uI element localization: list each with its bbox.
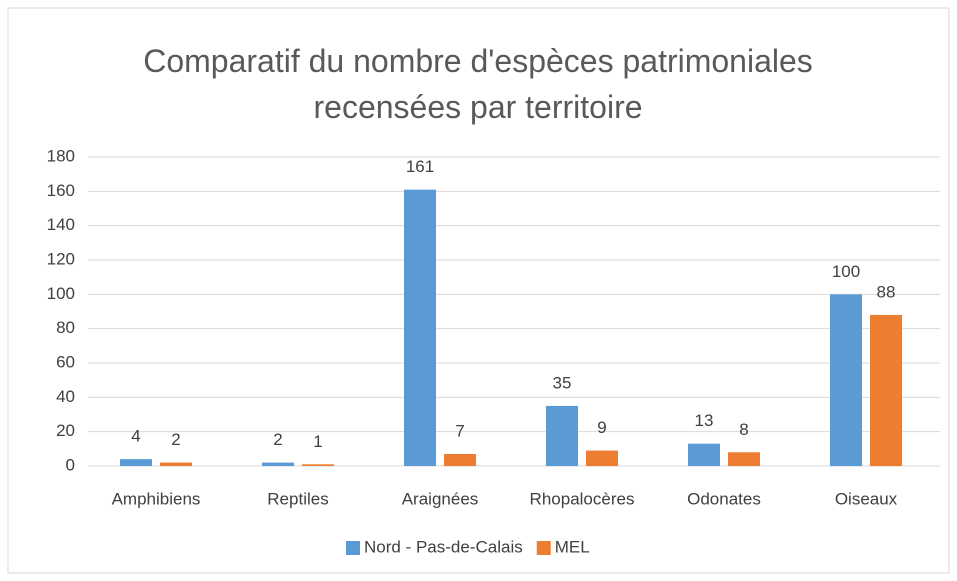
x-tick-label: Rhopalocères: [530, 489, 635, 508]
y-tick-label: 20: [56, 421, 75, 440]
x-tick-label: Oiseaux: [835, 489, 898, 508]
y-tick-label: 140: [47, 215, 75, 234]
bar: [160, 462, 192, 466]
legend-swatch: [536, 541, 551, 555]
bar: [688, 443, 720, 466]
chart-title: Comparatif du nombre d'espèces patrimoni…: [143, 43, 813, 125]
y-tick-label: 40: [56, 387, 75, 406]
chart-border: [7, 7, 950, 574]
bar: [444, 453, 476, 466]
data-label: 4: [131, 427, 140, 446]
data-label: 8: [739, 420, 748, 439]
x-tick-label: Amphibiens: [112, 489, 201, 508]
data-label: 2: [171, 430, 180, 449]
y-tick-label: 180: [47, 146, 75, 165]
legend-label: Nord - Pas-de-Calais: [364, 537, 523, 556]
bar: [586, 450, 618, 466]
data-label: 2: [273, 430, 282, 449]
bar: [302, 464, 334, 466]
data-label: 1: [313, 432, 322, 451]
data-label: 161: [406, 157, 434, 176]
data-label: 35: [553, 373, 572, 392]
y-tick-label: 160: [47, 181, 75, 200]
legend-swatch: [346, 541, 360, 555]
bar: [546, 405, 578, 466]
bar: [404, 189, 436, 466]
y-tick-label: 60: [56, 352, 75, 371]
legend-label: MEL: [555, 537, 590, 556]
x-tick-label: Reptiles: [267, 489, 328, 508]
data-label: 100: [832, 262, 860, 281]
bar: [870, 314, 902, 466]
x-tick-label: Odonates: [687, 489, 761, 508]
y-tick-label: 0: [66, 455, 75, 474]
x-tick-label: Araignées: [402, 489, 479, 508]
bar: [830, 294, 862, 466]
bar: [120, 459, 152, 466]
y-tick-label: 120: [47, 249, 75, 268]
data-label: 7: [455, 421, 464, 440]
y-tick-label: 80: [56, 318, 75, 337]
y-tick-label: 100: [47, 284, 75, 303]
bar: [728, 452, 760, 466]
data-label: 9: [597, 418, 606, 437]
data-label: 13: [695, 411, 714, 430]
bar: [262, 462, 294, 466]
data-label: 88: [877, 282, 896, 301]
